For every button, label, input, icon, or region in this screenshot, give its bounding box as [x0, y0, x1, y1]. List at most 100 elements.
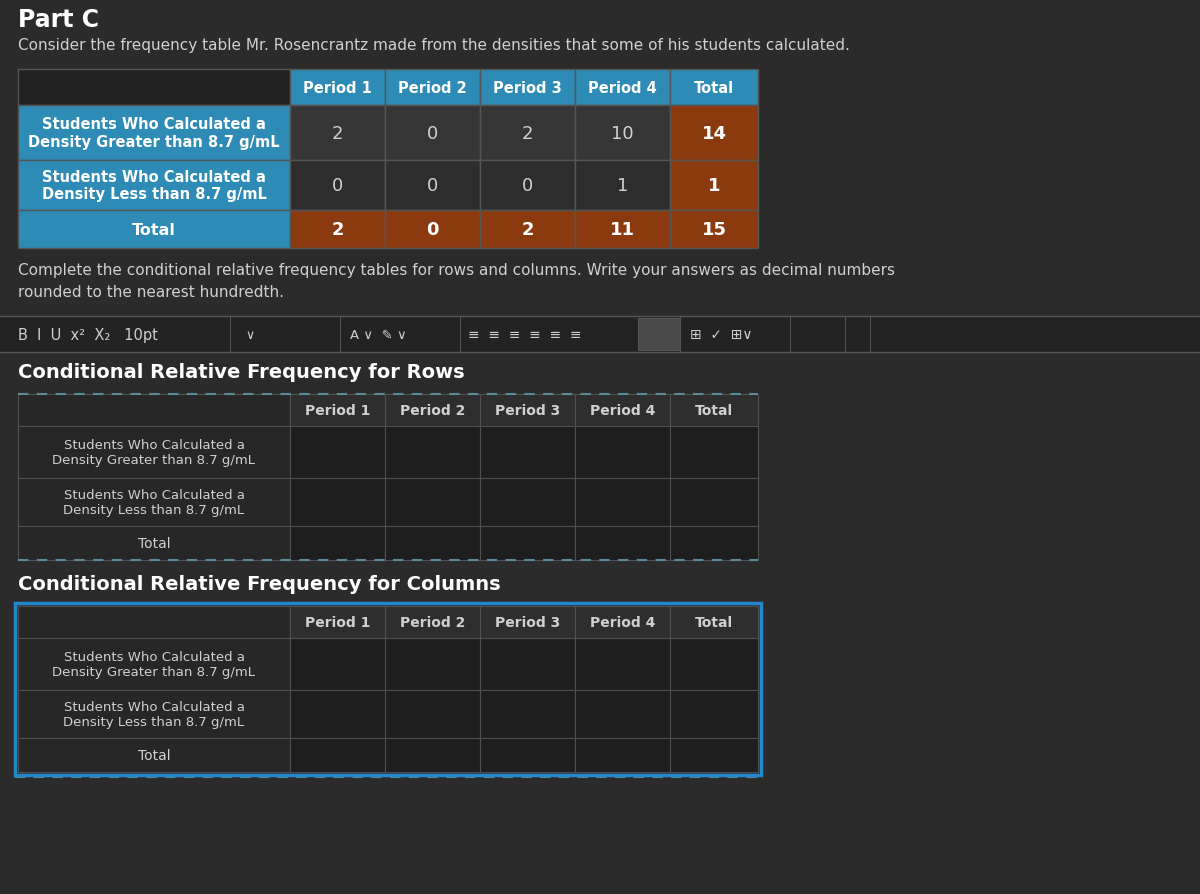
- Bar: [480, 478, 575, 527]
- Text: Period 4: Period 4: [590, 403, 655, 417]
- Text: 0: 0: [427, 177, 438, 195]
- Text: A ∨  ✎ ∨: A ∨ ✎ ∨: [350, 328, 407, 342]
- Text: Period 3: Period 3: [493, 80, 562, 96]
- Bar: [0, 316, 1200, 352]
- Bar: [385, 527, 480, 561]
- Bar: [290, 690, 385, 738]
- Bar: [385, 105, 480, 161]
- Bar: [385, 161, 480, 211]
- Text: ≡  ≡  ≡  ≡  ≡  ≡: ≡ ≡ ≡ ≡ ≡ ≡: [468, 327, 582, 342]
- Text: 14: 14: [702, 124, 726, 142]
- Bar: [385, 426, 480, 478]
- Bar: [385, 394, 480, 426]
- Bar: [670, 394, 758, 426]
- Bar: [18, 606, 290, 638]
- Text: Total: Total: [132, 223, 176, 237]
- Text: Conditional Relative Frequency for Rows: Conditional Relative Frequency for Rows: [18, 363, 464, 382]
- Bar: [480, 738, 575, 772]
- Bar: [480, 527, 575, 561]
- Text: 0: 0: [522, 177, 533, 195]
- Text: Period 1: Period 1: [305, 615, 370, 629]
- Text: Period 3: Period 3: [494, 403, 560, 417]
- Bar: [14, 603, 761, 775]
- Text: ∨: ∨: [245, 328, 254, 342]
- Bar: [670, 638, 758, 690]
- Text: Conditional Relative Frequency for Columns: Conditional Relative Frequency for Colum…: [18, 574, 500, 594]
- Text: Students Who Calculated a
Density Less than 8.7 g/mL: Students Who Calculated a Density Less t…: [42, 170, 266, 202]
- Text: Period 3: Period 3: [494, 615, 560, 629]
- Bar: [18, 70, 290, 105]
- Text: 11: 11: [610, 221, 635, 239]
- Text: Total: Total: [138, 536, 170, 551]
- Text: Period 1: Period 1: [305, 403, 370, 417]
- Text: Students Who Calculated a
Density Less than 8.7 g/mL: Students Who Calculated a Density Less t…: [64, 700, 245, 729]
- Text: Students Who Calculated a
Density Greater than 8.7 g/mL: Students Who Calculated a Density Greate…: [28, 117, 280, 149]
- Bar: [480, 161, 575, 211]
- Text: 2: 2: [522, 124, 533, 142]
- Text: 0: 0: [426, 221, 439, 239]
- Text: Period 4: Period 4: [588, 80, 656, 96]
- Text: Part C: Part C: [18, 8, 98, 32]
- Bar: [385, 638, 480, 690]
- Bar: [670, 211, 758, 249]
- Text: 15: 15: [702, 221, 726, 239]
- Bar: [290, 426, 385, 478]
- Bar: [290, 738, 385, 772]
- Bar: [18, 690, 290, 738]
- Bar: [670, 478, 758, 527]
- Bar: [290, 70, 385, 105]
- Bar: [18, 211, 290, 249]
- Bar: [670, 606, 758, 638]
- Text: Total: Total: [695, 403, 733, 417]
- Text: 1: 1: [617, 177, 628, 195]
- Bar: [480, 606, 575, 638]
- Bar: [480, 211, 575, 249]
- Bar: [670, 527, 758, 561]
- Bar: [18, 394, 290, 426]
- Text: Period 1: Period 1: [304, 80, 372, 96]
- Bar: [575, 211, 670, 249]
- Bar: [385, 70, 480, 105]
- Text: Period 2: Period 2: [398, 80, 467, 96]
- Text: Period 2: Period 2: [400, 615, 466, 629]
- Bar: [290, 161, 385, 211]
- Bar: [670, 690, 758, 738]
- Text: Period 4: Period 4: [590, 615, 655, 629]
- Text: 0: 0: [427, 124, 438, 142]
- Text: Total: Total: [694, 80, 734, 96]
- Bar: [575, 394, 670, 426]
- Bar: [385, 738, 480, 772]
- Bar: [18, 527, 290, 561]
- Bar: [638, 318, 680, 350]
- Text: Period 2: Period 2: [400, 403, 466, 417]
- Bar: [290, 211, 385, 249]
- Bar: [290, 478, 385, 527]
- Bar: [480, 638, 575, 690]
- Text: 0: 0: [332, 177, 343, 195]
- Bar: [18, 638, 290, 690]
- Bar: [575, 738, 670, 772]
- Text: Complete the conditional relative frequency tables for rows and columns. Write y: Complete the conditional relative freque…: [18, 263, 895, 278]
- Bar: [480, 105, 575, 161]
- Text: 2: 2: [331, 124, 343, 142]
- Bar: [575, 638, 670, 690]
- Bar: [575, 70, 670, 105]
- Bar: [670, 738, 758, 772]
- Text: 2: 2: [521, 221, 534, 239]
- Bar: [385, 690, 480, 738]
- Text: Students Who Calculated a
Density Greater than 8.7 g/mL: Students Who Calculated a Density Greate…: [53, 439, 256, 467]
- Bar: [290, 606, 385, 638]
- Bar: [575, 690, 670, 738]
- Text: B  I  U  x²  X₂   10pt: B I U x² X₂ 10pt: [18, 327, 158, 342]
- Bar: [18, 161, 290, 211]
- Bar: [480, 426, 575, 478]
- Text: Total: Total: [695, 615, 733, 629]
- Bar: [290, 638, 385, 690]
- Bar: [575, 478, 670, 527]
- Bar: [480, 394, 575, 426]
- Text: 10: 10: [611, 124, 634, 142]
- Bar: [575, 161, 670, 211]
- Bar: [385, 211, 480, 249]
- Text: rounded to the nearest hundredth.: rounded to the nearest hundredth.: [18, 284, 284, 299]
- Bar: [575, 527, 670, 561]
